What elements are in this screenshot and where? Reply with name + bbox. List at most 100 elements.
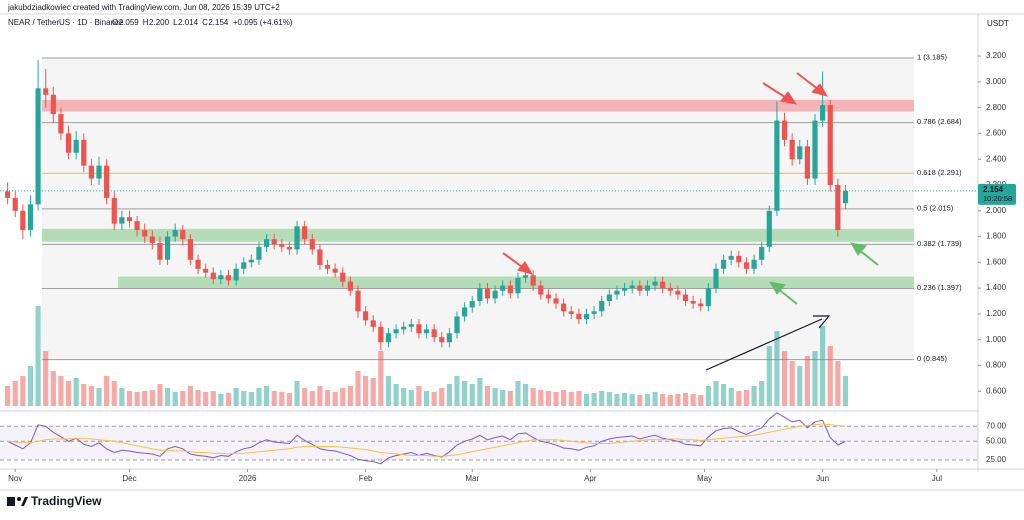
- volume-bar: [271, 391, 277, 406]
- annotations: [502, 72, 879, 371]
- candle-body: [81, 139, 87, 166]
- currency: USDT: [987, 19, 1009, 28]
- y-tick-label: 2.800: [986, 103, 1007, 112]
- volume-bar: [660, 394, 666, 406]
- candle-body: [446, 333, 452, 343]
- volume-bar: [591, 393, 597, 406]
- x-tick-label: Nov: [8, 474, 22, 483]
- candle-body: [720, 259, 727, 269]
- volume-bar: [553, 392, 559, 406]
- candle-body: [797, 146, 803, 160]
- volume-bar: [667, 395, 673, 406]
- volume-bar: [568, 392, 574, 406]
- candle-body: [50, 94, 56, 115]
- volume-bar: [408, 390, 414, 406]
- candle-body: [111, 197, 117, 224]
- volume-bar: [606, 392, 612, 406]
- volume-bar: [675, 394, 681, 406]
- green-arrows: [769, 242, 879, 305]
- volume-bar: [538, 390, 544, 406]
- zone: [41, 99, 915, 112]
- volume-bar: [111, 381, 117, 406]
- candle-body: [248, 259, 254, 263]
- volume-bar: [134, 392, 140, 406]
- arrow: [796, 72, 820, 91]
- volume-bar: [781, 351, 788, 406]
- candle-body: [423, 329, 430, 334]
- volume-bar: [454, 376, 460, 406]
- y-tick-label: 1.200: [986, 309, 1007, 318]
- fib-label: 0.5 (2.015): [917, 203, 954, 212]
- price-label-box: [978, 183, 1016, 205]
- candle-body: [774, 120, 780, 211]
- candle-body: [271, 239, 277, 245]
- volume-bar: [522, 384, 529, 406]
- candle-body: [675, 290, 681, 295]
- volume-bar: [225, 393, 232, 406]
- volume-bar: [58, 376, 64, 406]
- x-tick-label: Dec: [122, 474, 136, 483]
- volume-bar: [583, 394, 590, 406]
- volume-bar: [332, 392, 338, 406]
- y-tick-label: 2.000: [986, 206, 1007, 215]
- candle-body: [454, 316, 460, 334]
- arrow-head: [850, 242, 867, 256]
- candle-body: [652, 281, 658, 286]
- candle-body: [530, 275, 536, 286]
- volume-bar: [263, 386, 270, 406]
- candle-body: [538, 285, 544, 295]
- candle-body: [347, 281, 353, 291]
- y-tick-label: 3.000: [986, 77, 1007, 86]
- candle-body: [637, 285, 643, 291]
- candle-body: [804, 146, 810, 179]
- x-tick-label: May: [697, 474, 712, 483]
- volume-bar: [728, 388, 734, 406]
- candle-body: [256, 246, 262, 260]
- candle-body: [553, 298, 559, 304]
- volume-bar: [835, 361, 841, 406]
- volume-bar: [5, 386, 11, 406]
- candle-body: [462, 307, 468, 317]
- candle-body: [484, 288, 491, 299]
- volume-bar: [423, 391, 430, 406]
- candle-body: [27, 204, 34, 231]
- rsi-line: [7, 423, 846, 457]
- x-tick-label: Mar: [465, 474, 479, 483]
- volume-bar: [446, 384, 452, 406]
- candle-body: [187, 239, 194, 260]
- candle-body: [599, 301, 605, 312]
- candle-body: [393, 329, 399, 334]
- candle-body: [667, 288, 673, 291]
- volume-bar: [233, 388, 239, 406]
- volume-bar: [614, 394, 620, 406]
- candle-body: [728, 255, 734, 260]
- x-tick-label: 2026: [239, 474, 257, 483]
- volume-bar: [705, 386, 711, 406]
- y-tick-label: 1.000: [986, 335, 1007, 344]
- fib-label: 1 (3.185): [917, 53, 948, 62]
- candle-body: [225, 275, 232, 281]
- volume-bar: [842, 376, 849, 406]
- candle-body: [614, 290, 620, 295]
- candle-body: [766, 210, 772, 247]
- volume-bar: [652, 392, 658, 406]
- candle-body: [606, 294, 612, 302]
- volume-bar: [355, 371, 361, 406]
- candle-body: [309, 239, 315, 250]
- candle-body: [35, 88, 41, 205]
- candle-body: [370, 320, 376, 327]
- candle-body: [286, 246, 293, 250]
- candle-body: [180, 230, 186, 240]
- volume-bar: [50, 371, 56, 406]
- candle-body: [203, 268, 209, 273]
- candle-body: [545, 294, 552, 299]
- volume-bar: [309, 391, 315, 406]
- price-pane: 1 (3.185) 0.786 (2.684) 0.618 (2.291) 0.5 (…: [0, 53, 978, 406]
- candle-body: [492, 290, 498, 299]
- x-tick-label: Apr: [584, 474, 597, 483]
- candle-body: [842, 190, 849, 204]
- volume-bar: [279, 392, 285, 406]
- volume-bar: [743, 390, 750, 406]
